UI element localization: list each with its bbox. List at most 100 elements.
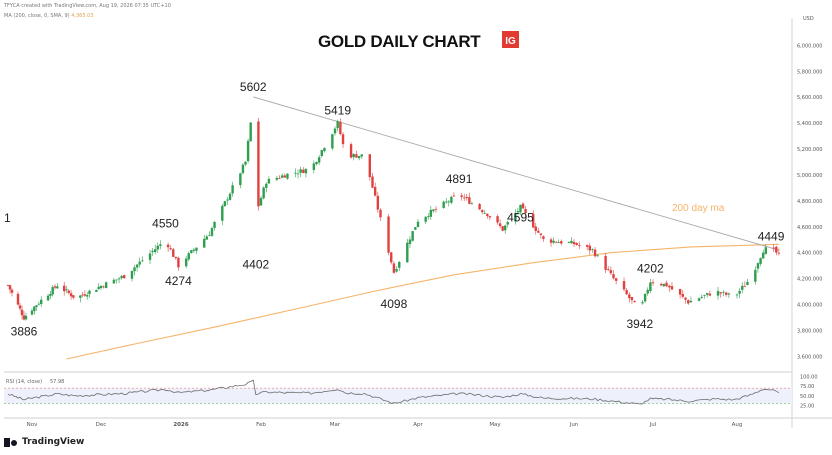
currency-label: USD [803,16,814,22]
rsi-line [7,379,780,405]
candle-up [506,222,509,225]
candle-up [205,236,209,240]
candle-down [355,154,358,158]
y-tick-label: 3,600.000 [797,354,822,360]
candle-down [376,195,380,210]
candle-down [10,289,14,293]
candle-up [210,228,214,236]
candle-up [46,295,50,301]
candle-up [56,286,59,289]
candle-up [304,169,308,174]
candle-up [130,270,134,279]
candle-down [283,175,286,178]
candle-down [349,144,353,158]
candle-up [697,298,701,301]
candle-up [395,268,398,272]
candle-down [681,294,685,297]
candle-down [772,247,775,249]
candle-up [727,293,731,295]
candle-up [741,285,744,290]
rsi-tick-label: 50.00 [800,394,814,400]
candle-up [716,291,720,296]
candle-up [30,310,34,315]
candle-down [604,255,607,270]
candle-down [18,305,22,309]
candle-up [156,245,159,250]
price-annotation: 3942 [626,317,653,331]
candle-up [159,244,162,246]
candle-down [524,209,527,214]
source-caption: TFYCA created with TradingView.com, Aug … [4,3,171,9]
candle-up [120,276,123,279]
price-annotation: 4274 [165,274,192,288]
candle-up [432,209,435,212]
candle-up [115,279,118,281]
candle-up [286,173,289,179]
y-tick-label: 4,600.000 [797,225,822,231]
candle-down [554,241,558,243]
candle-down [630,297,634,301]
candle-down [542,236,545,239]
price-annotation: 4202 [637,261,664,275]
candle-down [69,293,73,297]
candle-down [387,216,390,253]
candle-down [177,257,180,268]
candle-up [187,253,190,260]
candle-up [756,263,760,269]
candle-up [49,293,52,296]
candle-up [705,293,709,295]
candle-up [117,278,121,280]
ma-indicator-caption: MA (200, close, 0, SMA, 9) 4,365.03 [4,13,94,19]
candle-up [649,282,652,291]
candle-up [360,154,363,157]
x-tick-label: Aug [732,422,743,428]
price-annotation: 4402 [242,257,269,271]
candle-up [135,264,139,268]
candle-up [192,249,196,251]
candle-down [468,197,471,204]
candle-up [246,140,250,162]
candle-down [575,242,578,245]
candle-down [486,213,489,217]
candle-down [719,292,722,294]
candle-down [339,121,342,135]
candle-up [208,235,211,237]
candle-down [6,284,10,286]
candle-up [357,156,361,159]
price-annotation: 3886 [11,324,38,338]
candle-up [320,150,323,157]
candle-up [184,258,188,267]
candle-down [302,169,305,173]
candle-down [534,226,537,231]
candle-up [450,196,453,203]
candle-up [190,250,193,254]
candle-down [278,177,281,179]
candle-up [294,172,297,174]
candle-down [539,233,543,235]
candle-up [738,290,741,294]
candle-down [452,195,456,197]
candle-down [708,293,712,296]
candle-down [169,248,172,250]
candle-down [392,263,396,273]
candle-down [67,290,70,293]
candle-up [662,283,666,287]
candle-up [591,249,594,251]
candle-down [166,244,170,248]
ma-indicator-value: 4,365.03 [71,13,94,19]
candle-down [480,210,484,213]
candle-up [516,211,520,213]
rsi-band [4,388,792,404]
candle-up [249,122,252,142]
candle-up [99,286,103,289]
x-tick-label: Nov [27,422,38,428]
candle-down [633,300,636,303]
candle-down [593,249,597,257]
candle-up [408,239,412,244]
candle-up [79,295,82,298]
candle-down [83,294,87,296]
candle-down [537,230,540,233]
candle-down [368,154,372,178]
price-annotation: 4550 [152,216,179,230]
candle-down [22,315,26,320]
